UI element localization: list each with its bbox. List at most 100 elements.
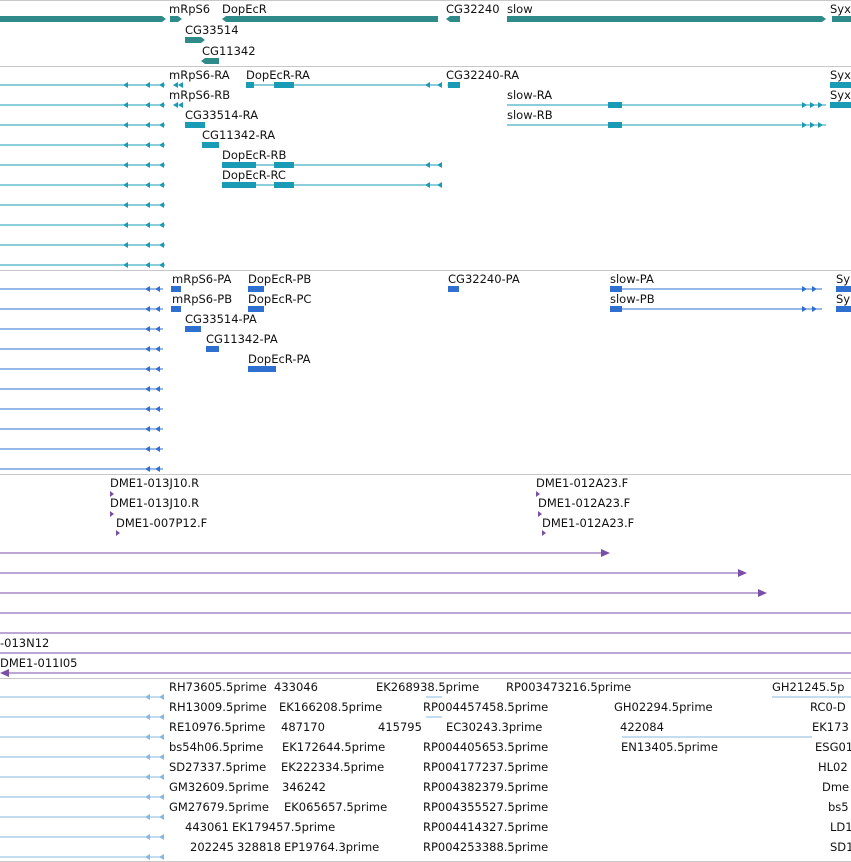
protein-feature[interactable]: [836, 306, 851, 312]
gene-feature-syx[interactable]: [832, 16, 851, 22]
est-label[interactable]: LD1: [830, 820, 851, 834]
protein-label[interactable]: DopEcR-PB: [248, 272, 311, 286]
est-label[interactable]: EK179457.5prime: [232, 820, 335, 834]
est-label[interactable]: RE10976.5prime: [169, 720, 265, 734]
exon[interactable]: [202, 142, 219, 148]
est-label[interactable]: RP004405653.5prime: [423, 740, 548, 754]
protein-label[interactable]: Sy: [836, 272, 850, 286]
est-label[interactable]: GM32609.5prime: [169, 780, 269, 794]
exon[interactable]: [608, 102, 622, 108]
protein-feature[interactable]: [185, 326, 201, 332]
est-label[interactable]: 415795: [378, 720, 422, 734]
bac-end-label[interactable]: DME1-013J10.R: [110, 476, 199, 490]
bac-end-marker[interactable]: [110, 511, 114, 517]
est-label[interactable]: HL02: [818, 760, 848, 774]
exon[interactable]: [608, 122, 622, 128]
gene-feature-cg33514[interactable]: [185, 37, 205, 43]
est-label[interactable]: 487170: [281, 720, 325, 734]
protein-feature[interactable]: [206, 346, 219, 352]
gene-label[interactable]: CG11342: [202, 44, 256, 58]
est-label[interactable]: ESG01: [815, 740, 851, 754]
protein-label[interactable]: CG11342-PA: [206, 332, 278, 346]
est-label[interactable]: EK172644.5prime: [282, 740, 385, 754]
est-label[interactable]: bs5: [828, 800, 849, 814]
exon[interactable]: [830, 102, 851, 108]
transcript-label[interactable]: CG11342-RA: [202, 128, 275, 142]
gene-label[interactable]: Syx: [830, 2, 851, 16]
protein-label[interactable]: mRpS6-PA: [172, 272, 231, 286]
exon[interactable]: [274, 162, 294, 168]
exon[interactable]: [246, 82, 254, 88]
transcript-label[interactable]: slow-RB: [507, 108, 553, 122]
protein-label[interactable]: slow-PB: [610, 292, 655, 306]
exon[interactable]: [222, 182, 256, 188]
transcript-label[interactable]: Syx: [830, 88, 851, 102]
gene-label[interactable]: CG33514: [185, 23, 239, 37]
est-label[interactable]: SD1: [830, 840, 851, 854]
est-label[interactable]: Dme: [822, 780, 849, 794]
transcript-label[interactable]: mRpS6-RB: [169, 88, 230, 102]
est-label[interactable]: RP003473216.5prime: [506, 680, 631, 694]
est-label[interactable]: RC0-D: [810, 700, 846, 714]
est-label[interactable]: 202245: [190, 840, 234, 854]
est-label[interactable]: RP004457458.5prime: [423, 700, 548, 714]
est-label[interactable]: EP19764.3prime: [284, 840, 379, 854]
transcript-label[interactable]: CG33514-RA: [185, 108, 258, 122]
protein-feature[interactable]: [610, 286, 622, 292]
est-label[interactable]: 433046: [274, 680, 318, 694]
est-label[interactable]: EK268938.5prime: [376, 680, 479, 694]
protein-feature[interactable]: [248, 286, 264, 292]
transcript-label[interactable]: slow-RA: [507, 88, 552, 102]
bac-end-marker[interactable]: [116, 530, 120, 536]
transcript-label[interactable]: Syx: [830, 68, 851, 82]
est-label[interactable]: 422084: [620, 720, 664, 734]
est-label[interactable]: 443061: [185, 820, 229, 834]
gene-feature[interactable]: [0, 16, 166, 22]
bac-end-label[interactable]: DME1-012A23.F: [542, 516, 634, 530]
est-label[interactable]: EK222334.5prime: [281, 760, 384, 774]
exon[interactable]: [185, 122, 205, 128]
protein-label[interactable]: DopEcR-PA: [248, 352, 311, 366]
est-label[interactable]: RP004355527.5prime: [423, 800, 548, 814]
bac-end-marker[interactable]: [110, 491, 114, 497]
est-label[interactable]: bs54h06.5prime: [169, 740, 263, 754]
transcript-label[interactable]: mRpS6-RA: [169, 68, 230, 82]
est-label[interactable]: RH13009.5prime: [169, 700, 267, 714]
est-label[interactable]: EK173: [812, 720, 849, 734]
transcript-label[interactable]: DopEcR-RC: [222, 168, 286, 182]
bac-clone-label[interactable]: -013N12: [0, 636, 49, 650]
est-label[interactable]: GH02294.5prime: [614, 700, 713, 714]
bac-end-marker[interactable]: [542, 530, 546, 536]
est-label[interactable]: RH73605.5prime: [169, 680, 267, 694]
est-label[interactable]: GM27679.5prime: [169, 800, 269, 814]
protein-feature[interactable]: [171, 306, 181, 312]
est-label[interactable]: 346242: [282, 780, 326, 794]
bac-end-label[interactable]: DME1-012A23.F: [538, 496, 630, 510]
gene-feature-slow[interactable]: [507, 16, 826, 22]
protein-feature[interactable]: [836, 286, 851, 292]
est-label[interactable]: EN13405.5prime: [621, 740, 718, 754]
gene-feature-dopecr[interactable]: [222, 16, 438, 22]
bac-clone-label[interactable]: DME1-011I05: [0, 656, 78, 670]
est-label[interactable]: EK166208.5prime: [279, 700, 382, 714]
protein-label[interactable]: CG32240-PA: [448, 272, 520, 286]
protein-label[interactable]: slow-PA: [610, 272, 654, 286]
gene-feature-cg11342[interactable]: [201, 58, 219, 64]
bac-end-label[interactable]: DME1-007P12.F: [116, 516, 207, 530]
protein-feature[interactable]: [610, 306, 622, 312]
gene-feature-cg32240[interactable]: [446, 16, 460, 22]
bac-end-marker[interactable]: [536, 491, 540, 497]
protein-label[interactable]: DopEcR-PC: [248, 292, 311, 306]
transcript-label[interactable]: DopEcR-RA: [246, 68, 310, 82]
exon[interactable]: [830, 82, 851, 88]
est-label[interactable]: RP004382379.5prime: [423, 780, 548, 794]
est-label[interactable]: EK065657.5prime: [284, 800, 387, 814]
transcript-label[interactable]: DopEcR-RB: [222, 148, 286, 162]
est-label[interactable]: SD27337.5prime: [169, 760, 266, 774]
bac-end-label[interactable]: DME1-013J10.R: [110, 496, 199, 510]
protein-label[interactable]: mRpS6-PB: [172, 292, 232, 306]
est-label[interactable]: EC30243.3prime: [446, 720, 542, 734]
est-label[interactable]: GH21245.5p: [772, 680, 844, 694]
